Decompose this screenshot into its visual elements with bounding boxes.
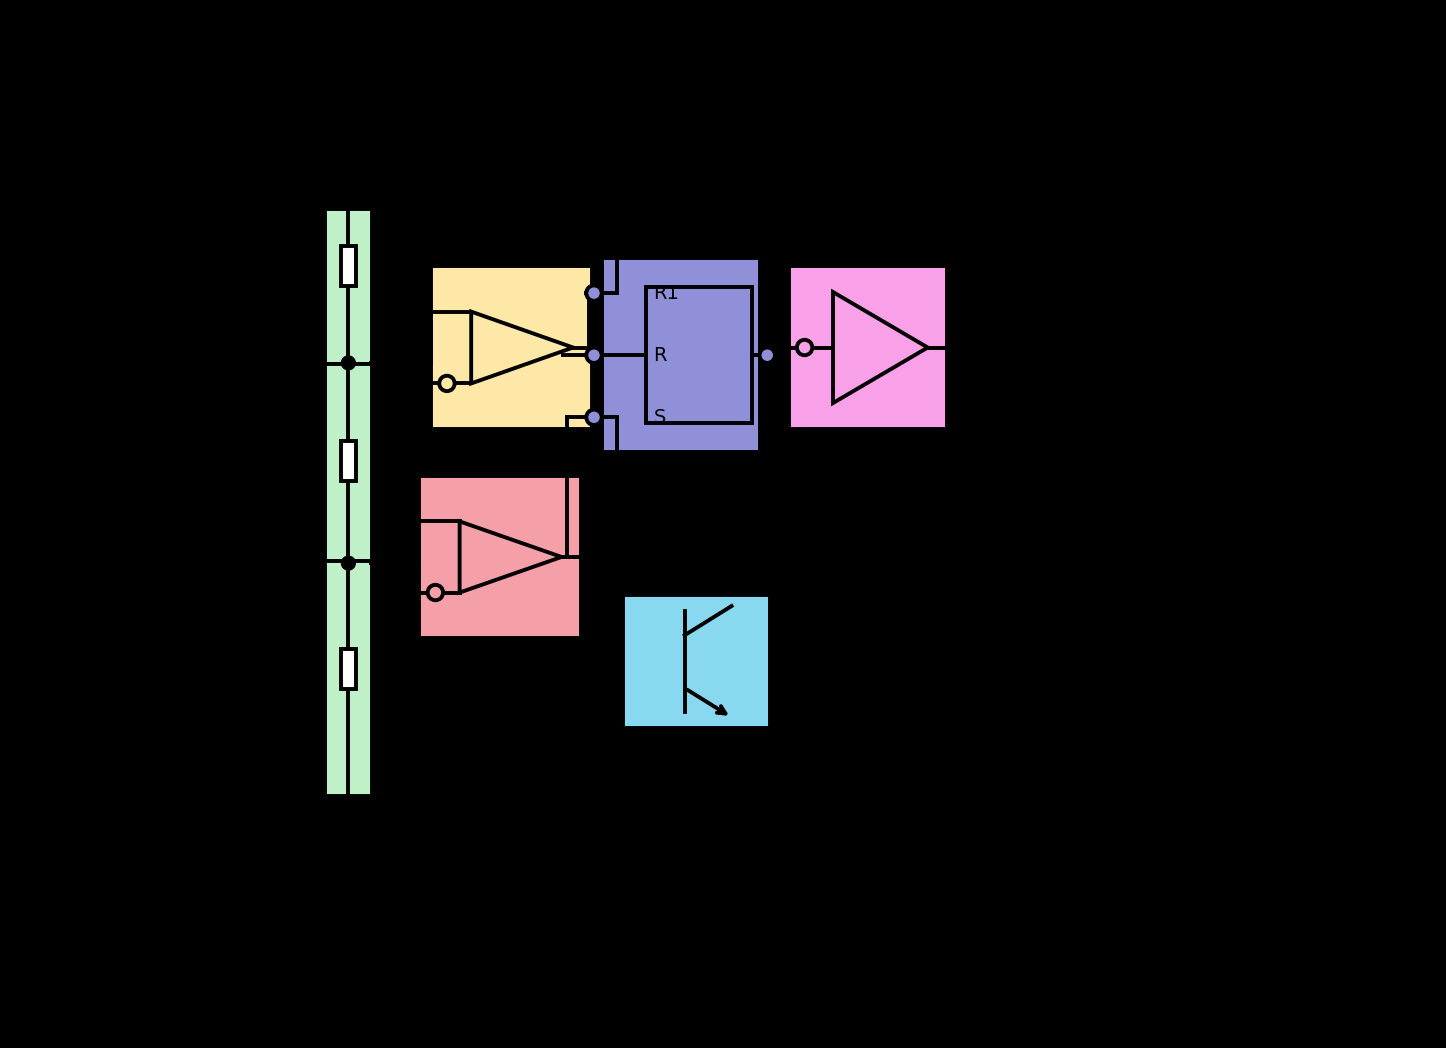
- Circle shape: [428, 585, 442, 601]
- Bar: [324, 365, 372, 561]
- Circle shape: [586, 285, 602, 301]
- Bar: [646, 287, 752, 423]
- Circle shape: [586, 348, 602, 363]
- Bar: [790, 266, 947, 429]
- Polygon shape: [460, 522, 561, 592]
- Circle shape: [440, 376, 454, 391]
- Bar: [341, 441, 356, 481]
- Circle shape: [586, 410, 602, 425]
- Bar: [602, 258, 759, 453]
- Circle shape: [797, 340, 813, 355]
- Bar: [324, 209, 372, 365]
- Text: R1: R1: [654, 284, 680, 303]
- Bar: [324, 561, 372, 795]
- Polygon shape: [471, 311, 573, 384]
- Text: R: R: [654, 346, 667, 365]
- Bar: [419, 476, 581, 638]
- Circle shape: [341, 356, 356, 370]
- Text: S: S: [654, 408, 667, 427]
- Bar: [341, 246, 356, 286]
- Circle shape: [759, 348, 775, 363]
- Bar: [341, 649, 356, 689]
- Polygon shape: [833, 292, 928, 403]
- Bar: [623, 595, 769, 728]
- Circle shape: [341, 556, 356, 570]
- Text: C: C: [380, 224, 390, 242]
- Bar: [431, 266, 593, 429]
